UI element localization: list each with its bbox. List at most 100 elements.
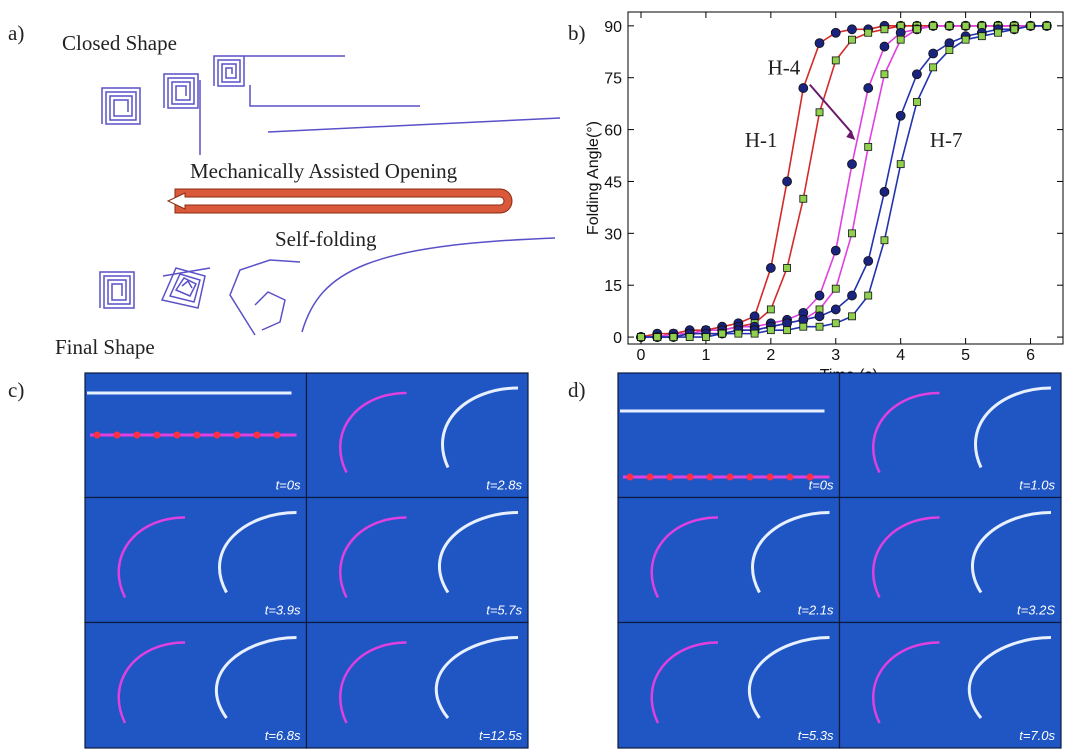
label: Final Shape — [55, 335, 155, 359]
opening-arrow — [168, 189, 512, 213]
time-label: t=7.0s — [1019, 728, 1055, 743]
y-tick-label: 75 — [604, 71, 622, 88]
data-point — [946, 47, 953, 54]
data-point — [1043, 22, 1050, 29]
data-point — [865, 29, 872, 36]
data-point — [767, 327, 774, 334]
data-point — [767, 306, 774, 313]
data-point — [978, 33, 985, 40]
data-point — [897, 161, 904, 168]
data-point — [815, 312, 824, 321]
trace-node — [627, 474, 634, 481]
trace-node — [274, 432, 281, 439]
data-point — [800, 195, 807, 202]
x-tick-label: 2 — [766, 347, 775, 364]
data-point — [929, 49, 938, 58]
data-point — [881, 237, 888, 244]
y-axis-label: Folding Angle(°) — [585, 121, 602, 235]
data-point — [832, 320, 839, 327]
annotation: H-7 — [930, 128, 963, 152]
data-point — [865, 143, 872, 150]
data-point — [783, 177, 792, 186]
panel-label: c) — [8, 378, 24, 402]
data-point — [735, 330, 742, 337]
data-point — [930, 64, 937, 71]
y-tick-label: 45 — [604, 174, 622, 191]
data-point — [831, 305, 840, 314]
data-point — [816, 109, 823, 116]
data-point — [912, 70, 921, 79]
data-point — [896, 111, 905, 120]
data-point — [799, 84, 808, 93]
data-point — [847, 291, 856, 300]
trace-node — [667, 474, 674, 481]
y-tick-label: 30 — [604, 226, 622, 243]
x-tick-label: 1 — [701, 347, 710, 364]
fit-line — [641, 26, 1047, 337]
annotation-arrowhead — [846, 130, 855, 140]
label: Closed Shape — [62, 31, 177, 55]
data-point — [832, 57, 839, 64]
data-point — [847, 25, 856, 34]
time-label: t=2.1s — [798, 603, 834, 618]
time-label: t=12.5s — [479, 728, 523, 743]
y-tick-label: 15 — [604, 278, 622, 295]
annotation: H-1 — [745, 128, 778, 152]
trace-node — [747, 474, 754, 481]
data-point — [897, 36, 904, 43]
trace-node — [154, 432, 161, 439]
label: Self-folding — [275, 227, 377, 251]
trace-node — [767, 474, 774, 481]
data-point — [1027, 22, 1034, 29]
trace-node — [94, 432, 101, 439]
data-point — [831, 246, 840, 255]
x-tick-label: 3 — [831, 347, 840, 364]
trace-node — [234, 432, 241, 439]
data-point — [880, 187, 889, 196]
trace-node — [254, 432, 261, 439]
x-tick-label: 0 — [637, 347, 646, 364]
fit-line — [641, 26, 1047, 337]
trace-node — [134, 432, 141, 439]
fit-line — [641, 26, 1047, 337]
data-point — [702, 334, 709, 341]
data-point — [962, 22, 969, 29]
time-label: t=3.9s — [265, 603, 301, 618]
x-tick-label: 6 — [1026, 347, 1035, 364]
data-point — [686, 334, 693, 341]
label: Mechanically Assisted Opening — [190, 159, 458, 183]
data-point — [784, 327, 791, 334]
data-point — [913, 98, 920, 105]
trace-node — [727, 474, 734, 481]
time-label: t=0s — [276, 478, 301, 493]
trace-node — [707, 474, 714, 481]
fit-line — [641, 26, 1047, 337]
data-point — [848, 313, 855, 320]
data-point — [946, 22, 953, 29]
data-point — [847, 160, 856, 169]
data-point — [816, 323, 823, 330]
panel-label: a) — [8, 21, 24, 45]
fit-line — [641, 26, 1047, 337]
fit-line — [641, 26, 1047, 337]
data-point — [670, 334, 677, 341]
data-point — [962, 36, 969, 43]
data-point — [831, 28, 840, 37]
data-point — [930, 22, 937, 29]
trace-node — [114, 432, 121, 439]
trace-node — [174, 432, 181, 439]
figure: a) Closed Shape Mechanically Assisted Op… — [0, 0, 1073, 756]
data-point — [1011, 26, 1018, 33]
data-point — [865, 292, 872, 299]
time-label: t=6.8s — [265, 728, 301, 743]
data-point — [995, 29, 1002, 36]
time-label: t=0s — [809, 478, 834, 493]
data-point — [832, 285, 839, 292]
time-label: t=3.2S — [1017, 603, 1055, 618]
data-point — [880, 42, 889, 51]
data-point — [815, 291, 824, 300]
annotation: H-4 — [768, 55, 801, 79]
data-point — [913, 26, 920, 33]
x-tick-label: 4 — [896, 347, 905, 364]
